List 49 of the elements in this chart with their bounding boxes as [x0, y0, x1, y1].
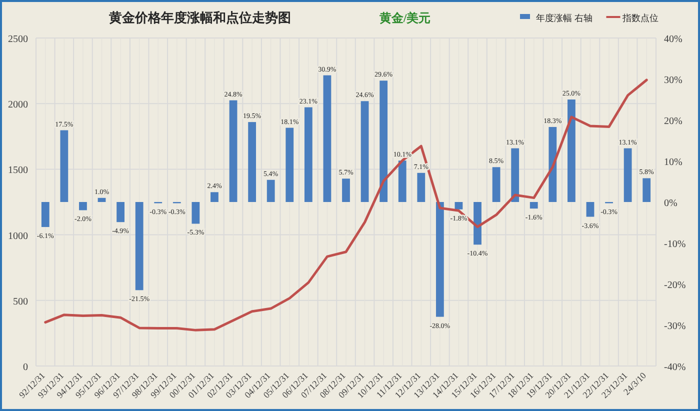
- bar: [79, 202, 87, 210]
- bar: [210, 192, 218, 202]
- bar: [323, 75, 332, 202]
- text: 黄金/美元: [378, 11, 431, 25]
- bar: [380, 80, 388, 202]
- bar: [192, 202, 200, 224]
- y-tick-label: 2500: [8, 34, 28, 45]
- bar: [436, 202, 444, 317]
- bar: [530, 202, 538, 209]
- legend-label: 年度涨幅 右轴: [536, 13, 592, 23]
- bar: [342, 178, 350, 202]
- bar: [60, 130, 68, 202]
- y2-tick-label: 10%: [664, 157, 682, 168]
- y2-tick-label: 0%: [664, 198, 678, 209]
- bar: [624, 148, 632, 202]
- chart-title: 黄金价格年度涨幅和点位走势图: [108, 10, 291, 25]
- bar: [116, 202, 124, 222]
- bar: [511, 148, 520, 202]
- bar: [304, 107, 312, 202]
- bar: [248, 122, 256, 202]
- bar: [586, 202, 594, 217]
- y2-tick-label: 40%: [664, 34, 682, 45]
- y2-tick-label: -30%: [664, 321, 686, 332]
- bar: [41, 202, 50, 228]
- y-tick-label: 0: [23, 362, 28, 373]
- bar: [98, 198, 106, 202]
- bar: [286, 128, 294, 202]
- bar: [454, 202, 463, 210]
- bar: [642, 178, 651, 202]
- bar: [266, 180, 275, 202]
- y-tick-label: 1000: [8, 230, 28, 242]
- y2-tick-label: -10%: [664, 239, 686, 250]
- bar: [548, 126, 557, 202]
- bar: [360, 101, 369, 202]
- y2-tick-label: -20%: [664, 280, 686, 291]
- legend-label: 指数点位: [621, 13, 658, 23]
- y2-tick-label: -40%: [664, 362, 686, 373]
- bar: [474, 202, 482, 245]
- y-tick-label: 2000: [8, 100, 28, 111]
- y-tick-label: 500: [13, 296, 28, 308]
- bar: [229, 100, 238, 202]
- y-tick-label: 1500: [8, 165, 28, 176]
- bar: [135, 202, 144, 290]
- bar: [398, 160, 406, 202]
- y2-tick-label: 30%: [664, 75, 682, 86]
- bar: [568, 100, 576, 202]
- bar: [417, 172, 426, 202]
- bar: [492, 167, 500, 202]
- y2-tick-label: 20%: [664, 116, 682, 127]
